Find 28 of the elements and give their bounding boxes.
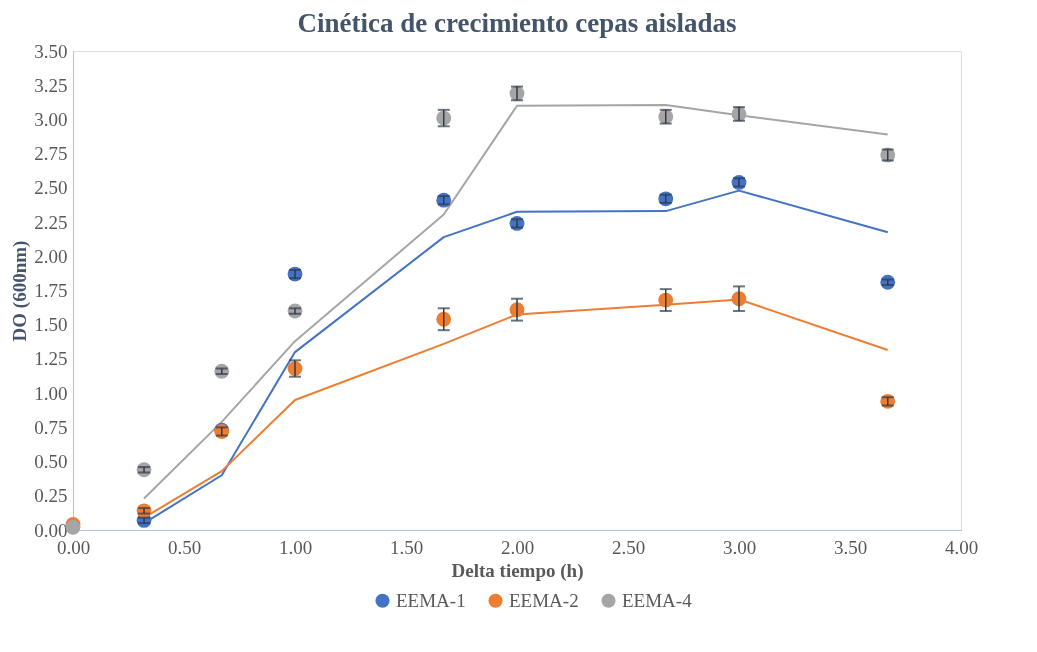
x-tick-label: 1.00 xyxy=(278,536,313,558)
y-tick-label: 1.75 xyxy=(34,280,68,301)
y-tick-label: 2.00 xyxy=(34,245,68,267)
x-tick-label: 3.00 xyxy=(722,536,757,558)
x-tick-label: 3.50 xyxy=(833,536,868,558)
x-tick-label: 1.50 xyxy=(389,536,424,558)
x-axis-title: Delta tiempo (h) xyxy=(451,559,584,582)
legend-label: EEMA-2 xyxy=(509,589,579,611)
y-tick-label: 1.50 xyxy=(34,314,68,336)
x-tick-label: 0.50 xyxy=(167,536,202,558)
y-tick-label: 1.00 xyxy=(34,382,68,404)
y-tick-label: 0.75 xyxy=(34,416,68,438)
x-tick-label: 2.50 xyxy=(611,536,646,558)
y-tick-label: 3.50 xyxy=(34,40,68,62)
y-tick-label: 3.00 xyxy=(34,108,68,130)
y-tick-label: 2.50 xyxy=(34,177,68,199)
y-tick-label: 2.75 xyxy=(34,143,68,165)
y-tick-label: 0.50 xyxy=(34,451,68,473)
y-tick-label: 2.25 xyxy=(34,211,68,233)
legend-label: EEMA-4 xyxy=(622,589,693,611)
y-tick-label: 1.25 xyxy=(34,348,68,370)
y-tick-label: 3.25 xyxy=(34,74,68,96)
y-tick-label: 0.25 xyxy=(34,485,68,507)
legend-label: EEMA-1 xyxy=(396,589,466,611)
x-tick-label: 4.00 xyxy=(944,536,979,558)
chart-title: Cinética de crecimiento cepas aisladas xyxy=(297,8,737,38)
x-tick-label: 2.00 xyxy=(500,536,535,558)
y-axis-title: DO (600nm) xyxy=(9,240,32,342)
